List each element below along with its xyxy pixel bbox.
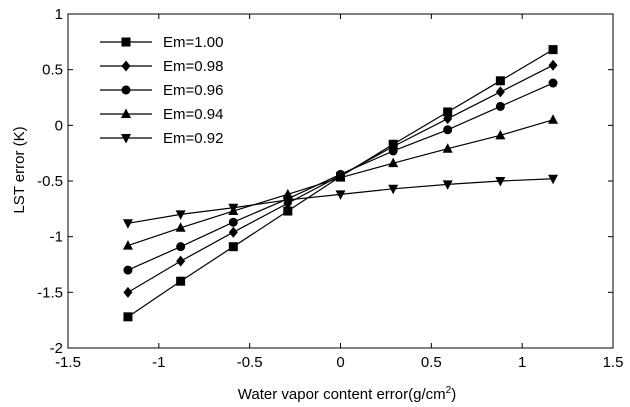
legend-label: Em=0.96 (163, 82, 223, 99)
y-tick-label: 0 (55, 117, 63, 134)
y-tick-label: -2 (50, 340, 63, 357)
data-point (548, 114, 559, 124)
data-point (442, 180, 453, 190)
data-point (121, 37, 131, 47)
data-point (176, 255, 186, 267)
data-point (443, 125, 453, 135)
legend-entry: Em=0.96 (100, 82, 223, 99)
data-point (123, 265, 133, 275)
data-point (548, 59, 558, 71)
data-point (283, 206, 293, 216)
data-point (495, 76, 505, 86)
y-tick-label: -1.5 (37, 284, 63, 301)
data-point (122, 240, 133, 250)
data-point (495, 86, 505, 98)
series-line (127, 178, 554, 224)
data-point (443, 113, 453, 125)
data-point (548, 174, 559, 185)
data-point (123, 286, 133, 298)
x-tick-label: -1 (152, 354, 165, 371)
data-point (442, 143, 453, 153)
data-point (228, 217, 238, 227)
legend-label: Em=0.92 (163, 130, 223, 147)
data-point (282, 195, 293, 206)
data-point (495, 101, 505, 111)
x-tick-label: 0 (336, 354, 344, 371)
legend-label: Em=0.98 (163, 58, 223, 75)
legend-label: Em=1.00 (163, 34, 223, 51)
data-point (228, 226, 238, 238)
data-point (121, 85, 131, 95)
x-tick-label: 1 (518, 354, 526, 371)
y-tick-label: 1 (55, 6, 63, 23)
data-point (122, 219, 133, 229)
data-point (443, 107, 453, 117)
data-point (121, 108, 131, 118)
x-tick-label: 0.5 (421, 354, 442, 371)
data-point (121, 60, 131, 72)
data-point (176, 242, 186, 252)
y-axis-label: LST error (K) (11, 126, 28, 213)
data-point (495, 129, 506, 140)
data-point (121, 134, 131, 144)
y-tick-label: 0.5 (42, 62, 63, 79)
x-tick-label: -1.5 (55, 354, 81, 371)
x-tick-label: -0.5 (237, 354, 263, 371)
series (122, 174, 559, 229)
data-point (388, 184, 399, 195)
data-point (388, 146, 398, 156)
legend-entry: Em=1.00 (100, 34, 223, 51)
data-point (495, 177, 506, 187)
y-tick-label: -1 (50, 229, 63, 246)
data-point (175, 222, 186, 232)
legend-label: Em=0.94 (163, 106, 223, 123)
y-tick-label: -0.5 (37, 173, 63, 190)
data-point (388, 157, 399, 168)
data-point (335, 190, 346, 200)
legend-entry: Em=0.98 (100, 58, 223, 75)
x-tick-label: 1.5 (603, 354, 624, 371)
data-point (228, 242, 238, 252)
x-axis-label: Water vapor content error(g/cm2) (238, 385, 456, 403)
data-point (335, 172, 346, 182)
data-point (175, 210, 186, 220)
data-point (548, 78, 558, 88)
data-point (176, 276, 186, 286)
data-point (228, 203, 239, 214)
data-point (548, 45, 558, 55)
data-point (123, 312, 133, 322)
legend-entry: Em=0.92 (100, 130, 223, 147)
legend-entry: Em=0.94 (100, 106, 223, 123)
